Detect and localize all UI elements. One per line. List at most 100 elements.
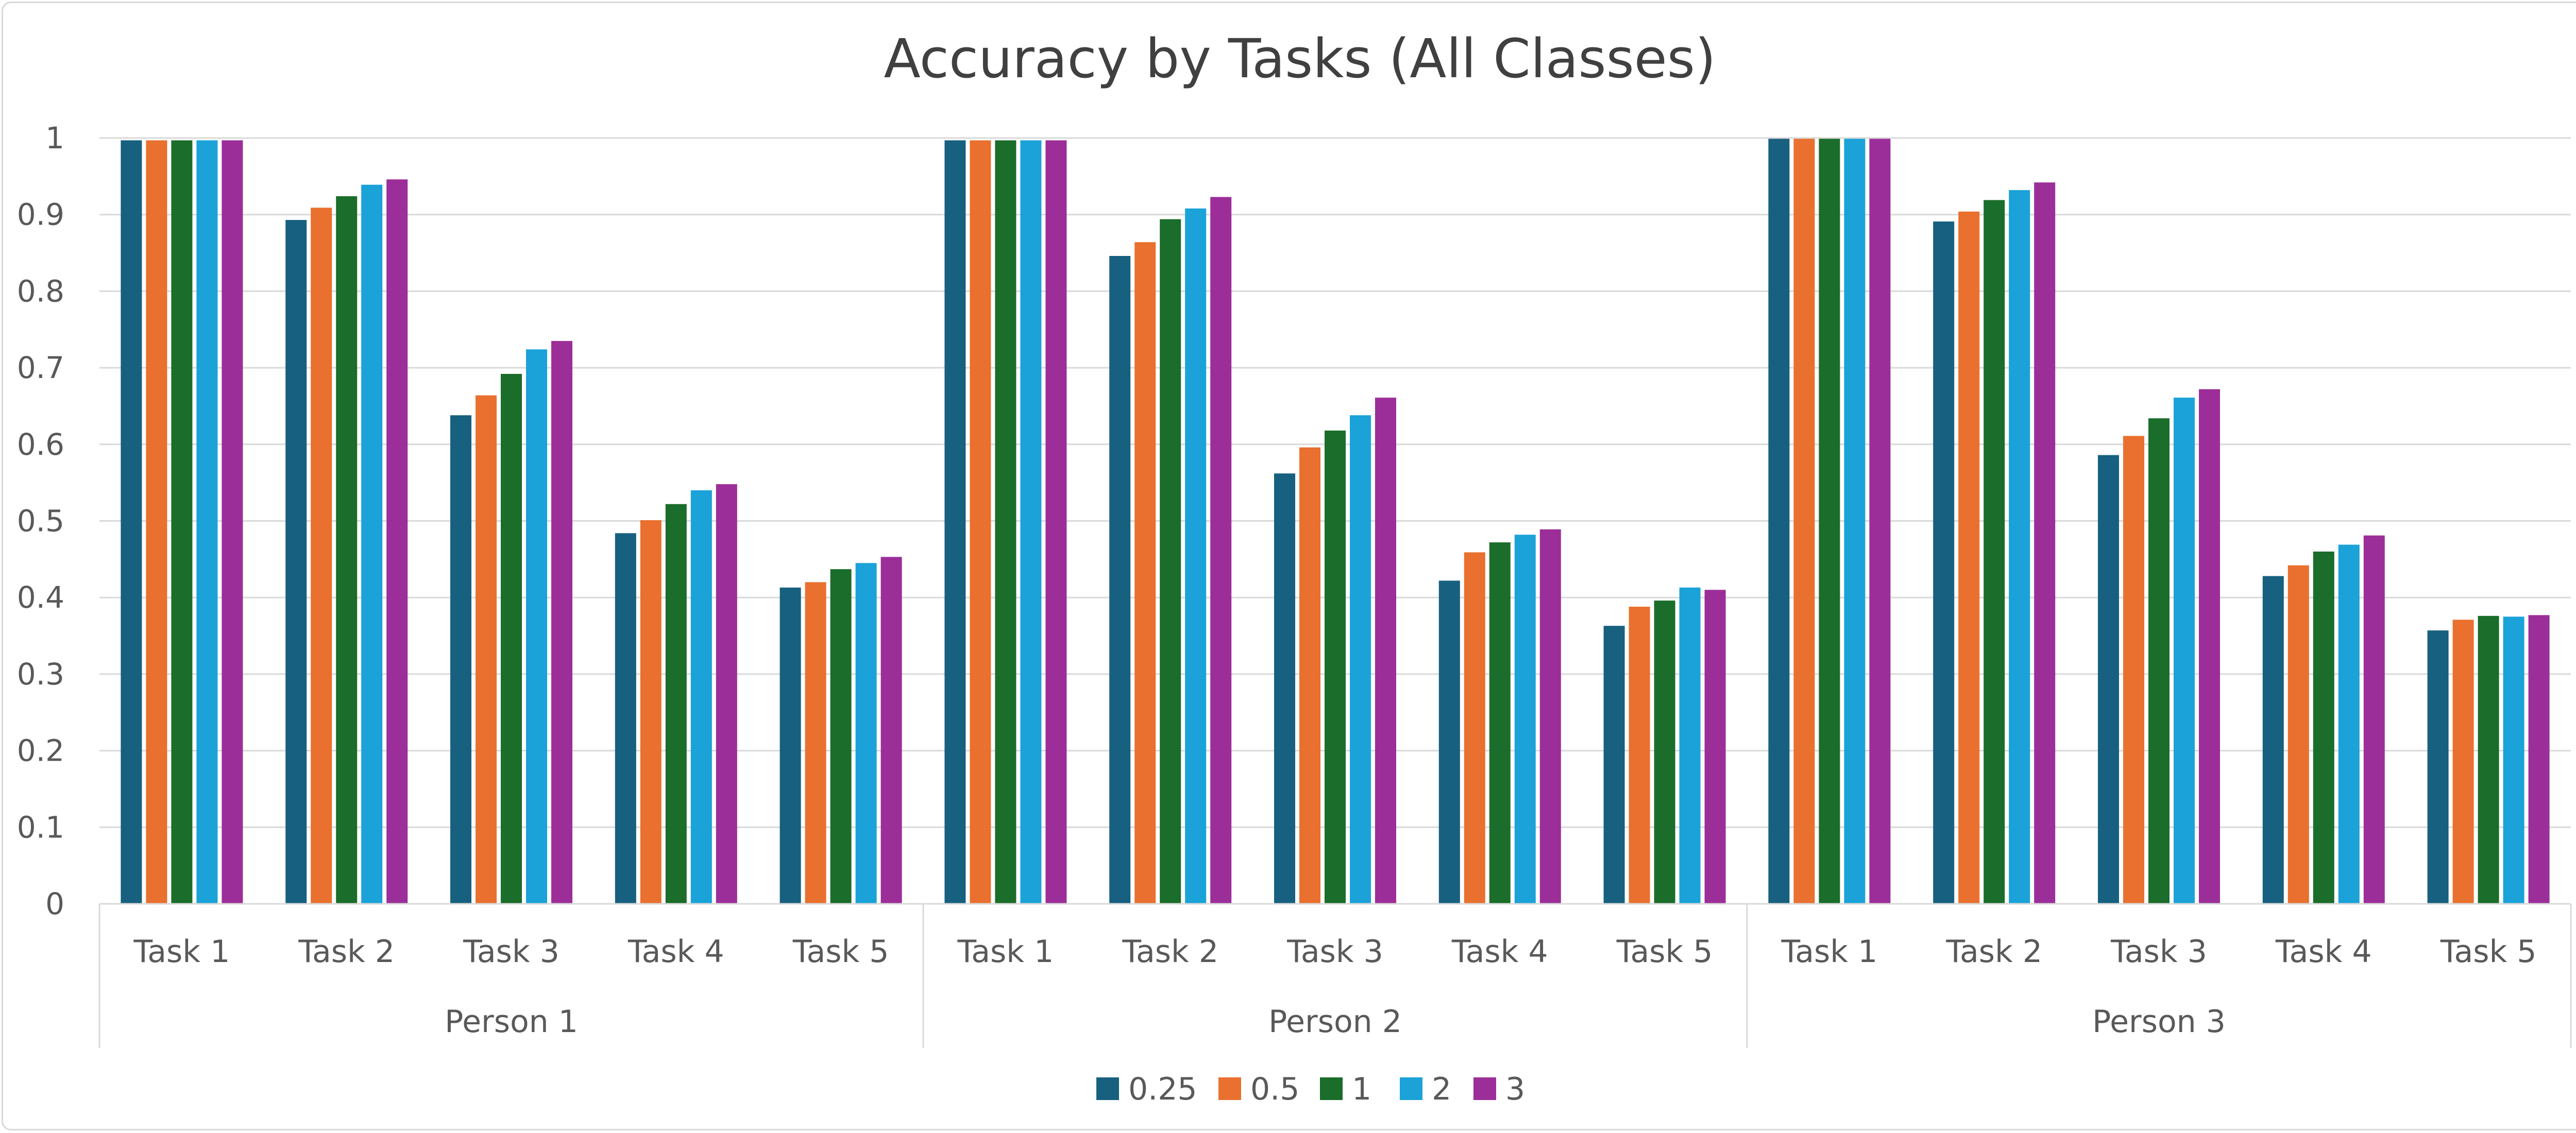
bar-2-1 <box>196 140 218 904</box>
y-tick-label: 0.8 <box>17 273 64 308</box>
bar-0.5-2 <box>311 208 332 904</box>
bar-3-11 <box>1869 139 1891 904</box>
bar-2-7 <box>1185 208 1207 904</box>
bar-0.25-9 <box>1438 580 1460 904</box>
group-label: Person 2 <box>1268 1004 1402 1040</box>
bar-2-2 <box>361 184 383 904</box>
bar-2-12 <box>2009 190 2030 904</box>
bar-1-2 <box>336 196 358 904</box>
bar-0.25-8 <box>1274 473 1295 904</box>
bar-3-10 <box>1704 590 1726 904</box>
y-tick-label: 0.2 <box>17 733 64 768</box>
bar-1-12 <box>1984 200 2005 904</box>
bar-2-9 <box>1514 535 1536 904</box>
bar-0.5-11 <box>1793 139 1815 904</box>
category-label: Task 1 <box>957 934 1054 970</box>
bar-2-6 <box>1020 140 1042 904</box>
x-axis-category-labels: Task 1 Task 2 Task 3 Task 4 Task 5 Person 1 Ta… <box>133 934 2537 1040</box>
bar-3-4 <box>716 484 737 904</box>
bar-3-6 <box>1045 140 1067 904</box>
y-tick-label: 0.6 <box>17 427 64 462</box>
y-tick-label: 0.4 <box>17 580 64 615</box>
bar-0.5-5 <box>805 582 826 904</box>
x-axis <box>98 903 2572 1048</box>
bar-0.25-15 <box>2427 630 2449 904</box>
bar-2-8 <box>1350 415 1371 904</box>
category-label: Task 3 <box>463 934 560 970</box>
legend-swatch-0.25 <box>1096 1077 1119 1100</box>
category-label: Task 4 <box>2275 934 2372 970</box>
bar-0.25-3 <box>450 415 471 904</box>
bar-3-14 <box>2363 535 2385 904</box>
bar-2-4 <box>690 490 712 904</box>
legend-swatch-2 <box>1400 1077 1422 1100</box>
bar-0.5-1 <box>146 140 167 904</box>
category-label: Task 4 <box>1451 934 1548 970</box>
legend-label-1: 1 <box>1352 1071 1371 1107</box>
bar-3-5 <box>880 557 902 904</box>
bar-1-7 <box>1160 219 1181 904</box>
bar-3-8 <box>1375 398 1396 904</box>
bar-3-9 <box>1539 529 1561 904</box>
bar-2-11 <box>1844 139 1866 904</box>
bar-0.25-1 <box>121 140 142 904</box>
bar-0.25-14 <box>2262 576 2284 904</box>
y-tick-label: 0.1 <box>17 810 64 845</box>
bar-1-11 <box>1819 139 1840 904</box>
bar-0.5-15 <box>2452 620 2474 904</box>
legend: 0.25 0.5 1 2 3 <box>1096 1071 1525 1107</box>
y-tick-label: 0 <box>45 886 64 921</box>
category-label: Task 3 <box>1286 934 1383 970</box>
group-label: Person 3 <box>2092 1004 2226 1040</box>
legend-label-3: 3 <box>1505 1071 1525 1107</box>
legend-swatch-0.5 <box>1218 1077 1241 1100</box>
bar-3-1 <box>222 140 243 904</box>
bar-0.5-13 <box>2123 436 2144 904</box>
bar-0.5-12 <box>1958 211 1980 904</box>
bar-1-6 <box>995 140 1016 904</box>
y-axis-tick-labels: 0 0.1 0.2 0.3 0.4 0.5 0.6 0.7 0.8 0.9 1 <box>17 121 64 921</box>
bar-0.25-5 <box>779 587 801 904</box>
bars <box>121 139 2550 904</box>
y-tick-label: 0.9 <box>17 197 64 232</box>
legend-swatch-1 <box>1320 1077 1343 1100</box>
bar-0.5-9 <box>1464 552 1485 904</box>
category-label: Task 2 <box>1122 934 1218 970</box>
bar-0.5-10 <box>1629 607 1650 904</box>
legend-label-0.5: 0.5 <box>1250 1071 1299 1107</box>
bar-1-9 <box>1489 542 1511 904</box>
bar-3-12 <box>2034 182 2056 904</box>
y-tick-label: 0.5 <box>17 504 64 539</box>
category-label: Task 1 <box>133 934 230 970</box>
category-label: Task 5 <box>792 934 889 970</box>
category-label: Task 2 <box>1945 934 2042 970</box>
bar-0.5-8 <box>1299 447 1320 904</box>
legend-swatch-3 <box>1473 1077 1496 1100</box>
bar-3-7 <box>1210 197 1232 904</box>
bar-0.25-11 <box>1768 139 1790 904</box>
bar-1-13 <box>2148 418 2170 904</box>
bar-1-1 <box>171 140 193 904</box>
category-label: Task 2 <box>298 934 395 970</box>
bar-0.25-4 <box>615 533 636 904</box>
bar-0.5-4 <box>640 520 662 904</box>
bar-1-5 <box>830 569 852 904</box>
y-tick-label: 0.3 <box>17 657 64 692</box>
group-label: Person 1 <box>445 1004 578 1040</box>
bar-3-15 <box>2528 615 2550 904</box>
bar-0.5-6 <box>970 140 991 904</box>
bar-1-15 <box>2478 615 2499 904</box>
category-label: Task 5 <box>2440 934 2537 970</box>
bar-0.25-2 <box>285 220 307 904</box>
bar-3-3 <box>551 341 572 904</box>
bar-2-5 <box>855 563 877 904</box>
bar-1-4 <box>665 504 687 904</box>
bar-0.5-3 <box>476 395 497 904</box>
bar-0.25-12 <box>1933 221 1955 904</box>
y-tick-label: 0.7 <box>17 350 64 385</box>
bar-1-10 <box>1654 600 1675 904</box>
category-label: Task 4 <box>628 934 724 970</box>
bar-0.25-7 <box>1109 255 1131 904</box>
bar-1-8 <box>1325 431 1346 904</box>
